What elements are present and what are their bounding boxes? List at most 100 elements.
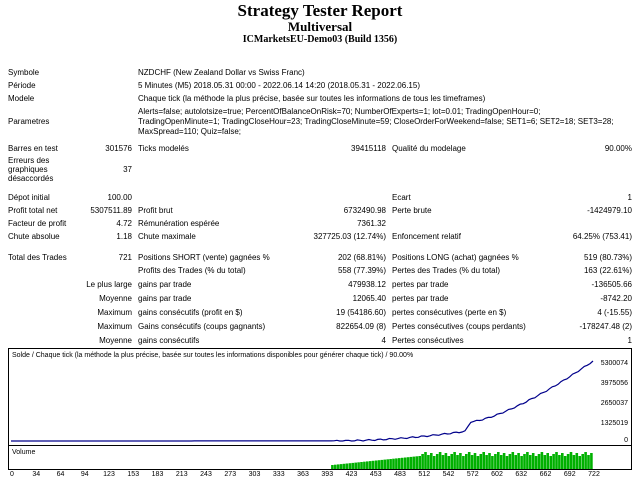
- profit-factor-label: Facteur de profit: [8, 219, 67, 228]
- volume-bar: [459, 453, 462, 469]
- volume-bar: [380, 459, 384, 469]
- profit-trades-label: Profits des Trades (% du total): [138, 266, 246, 275]
- volume-bar: [563, 456, 567, 469]
- volume-bar: [462, 456, 465, 469]
- x-axis: 0 34 64 94 123 153 183 213 243 273 303 333 363 393 423…: [8, 470, 632, 482]
- maximal-loss-label: Pertes consécutives (coups perdants): [392, 322, 526, 331]
- x-tick: 94: [80, 471, 89, 478]
- errors-label-2: graphiques: [8, 165, 48, 174]
- volume-bar: [450, 454, 453, 469]
- volume-bar: [348, 463, 352, 469]
- report-title: Strategy Tester Report: [237, 1, 403, 20]
- total-trades-value: 721: [118, 253, 132, 262]
- volume-bar: [517, 453, 520, 469]
- volume-bar: [572, 455, 576, 469]
- x-tick: 153: [127, 471, 140, 478]
- volume-bar: [354, 462, 357, 469]
- volume-bar: [587, 455, 590, 469]
- average-loss-label: pertes par trade: [392, 294, 449, 303]
- x-tick: 333: [272, 471, 285, 478]
- volume-bar: [485, 455, 488, 469]
- x-tick: 632: [515, 471, 528, 478]
- ticks-value: 39415118: [351, 144, 386, 153]
- average-label: Moyenne: [99, 294, 132, 303]
- x-tick: 542: [442, 471, 455, 478]
- deposit-value: 100.00: [107, 193, 132, 202]
- largest-loss-label: pertes par trade: [392, 280, 449, 289]
- volume-bar: [502, 453, 506, 469]
- quality-label: Qualité du modelage: [392, 144, 466, 153]
- maximum-label: Maximum: [97, 308, 132, 317]
- symbol-label: Symbole: [8, 68, 40, 77]
- net-profit-label: Profit total net: [8, 206, 58, 215]
- x-tick: 64: [56, 471, 65, 478]
- volume-bar: [430, 453, 433, 469]
- volume-bar: [357, 462, 360, 469]
- volume-bar: [453, 452, 456, 469]
- x-tick: 602: [491, 471, 503, 478]
- volume-bar: [470, 455, 474, 469]
- x-tick: 692: [563, 471, 576, 478]
- volume-bar: [584, 452, 587, 469]
- absolute-drawdown-value: 1.18: [116, 232, 132, 241]
- x-tick: 363: [297, 471, 309, 478]
- volume-bar: [398, 458, 401, 469]
- average-consecutive-wins-value: 4: [381, 336, 386, 345]
- x-tick: 483: [394, 471, 406, 478]
- volume-bar: [331, 465, 334, 469]
- volume-bar: [514, 455, 517, 469]
- expected-payoff-label: Rémunération espérée: [138, 219, 220, 228]
- volume-bar: [546, 453, 549, 469]
- volume-bar: [427, 455, 430, 469]
- volume-bar: [467, 452, 471, 469]
- y-tick-2650037: 2650037: [600, 400, 628, 407]
- volume-bar: [497, 452, 500, 469]
- volume-bar: [543, 455, 547, 469]
- volume-bar: [389, 459, 392, 469]
- volume-bar: [383, 459, 387, 469]
- volume-bar: [473, 453, 477, 469]
- volume-bar: [392, 458, 395, 469]
- x-tick: 423: [345, 471, 358, 478]
- long-positions-value: 519 (80.73%): [583, 253, 632, 262]
- x-tick: 393: [321, 471, 334, 478]
- balance-chart: Solde / Chaque tick (la méthode la plus …: [8, 348, 632, 446]
- server-name: ICMarketsEU-Demo03 (Build 1356): [242, 34, 398, 45]
- volume-bar: [499, 455, 503, 469]
- volume-bar: [360, 462, 363, 469]
- profit-factor-value: 4.72: [116, 219, 132, 228]
- long-positions-label: Positions LONG (achat) gagnées %: [392, 253, 519, 262]
- volume-bar: [520, 456, 523, 469]
- volume-bar: [435, 454, 439, 469]
- volume-bar: [438, 452, 442, 469]
- max-drawdown-label: Chute maximale: [138, 232, 196, 241]
- average-profit-label: gains par trade: [138, 294, 192, 303]
- volume-chart: Volume: [8, 446, 632, 470]
- average-consecutive-wins-label: gains consécutifs: [138, 336, 200, 345]
- expected-payoff-value: 7361.32: [357, 219, 386, 228]
- volume-bar: [345, 463, 349, 469]
- volume-bar: [334, 464, 337, 469]
- volume-bar: [505, 456, 509, 469]
- params-line-1: Alerts=false; autolotsize=true; PercentO…: [138, 107, 541, 116]
- loss-trades-label: Pertes des Trades (% du total): [392, 266, 501, 275]
- volume-bar: [569, 452, 573, 469]
- model-value: Chaque tick (la méthode la plus précise,…: [138, 94, 486, 103]
- volume-bar: [409, 456, 413, 469]
- volume-bar: [371, 460, 375, 469]
- relative-drawdown-value: 64.25% (753.41): [572, 232, 632, 241]
- volume-bar: [342, 463, 346, 469]
- balance-line: [11, 360, 594, 442]
- maximal-profit-value: 822654.09 (8): [336, 322, 386, 331]
- errors-label-1: Erreurs des: [8, 156, 50, 165]
- largest-loss-value: -136505.66: [591, 280, 632, 289]
- x-tick: 243: [200, 471, 212, 478]
- x-tick: 273: [224, 471, 237, 478]
- gross-loss-label: Perte brute: [392, 206, 432, 215]
- volume-bar: [488, 453, 491, 469]
- period-value: 5 Minutes (M5) 2018.05.31 00:00 - 2022.0…: [138, 81, 420, 90]
- average-consecutive-losses-value: 1: [627, 336, 632, 345]
- maximal-profit-label: Gains consécutifs (coups gagnants): [138, 322, 266, 331]
- volume-bar: [508, 454, 512, 469]
- report-header: Strategy Tester Report Multiversal ICMar…: [0, 2, 640, 46]
